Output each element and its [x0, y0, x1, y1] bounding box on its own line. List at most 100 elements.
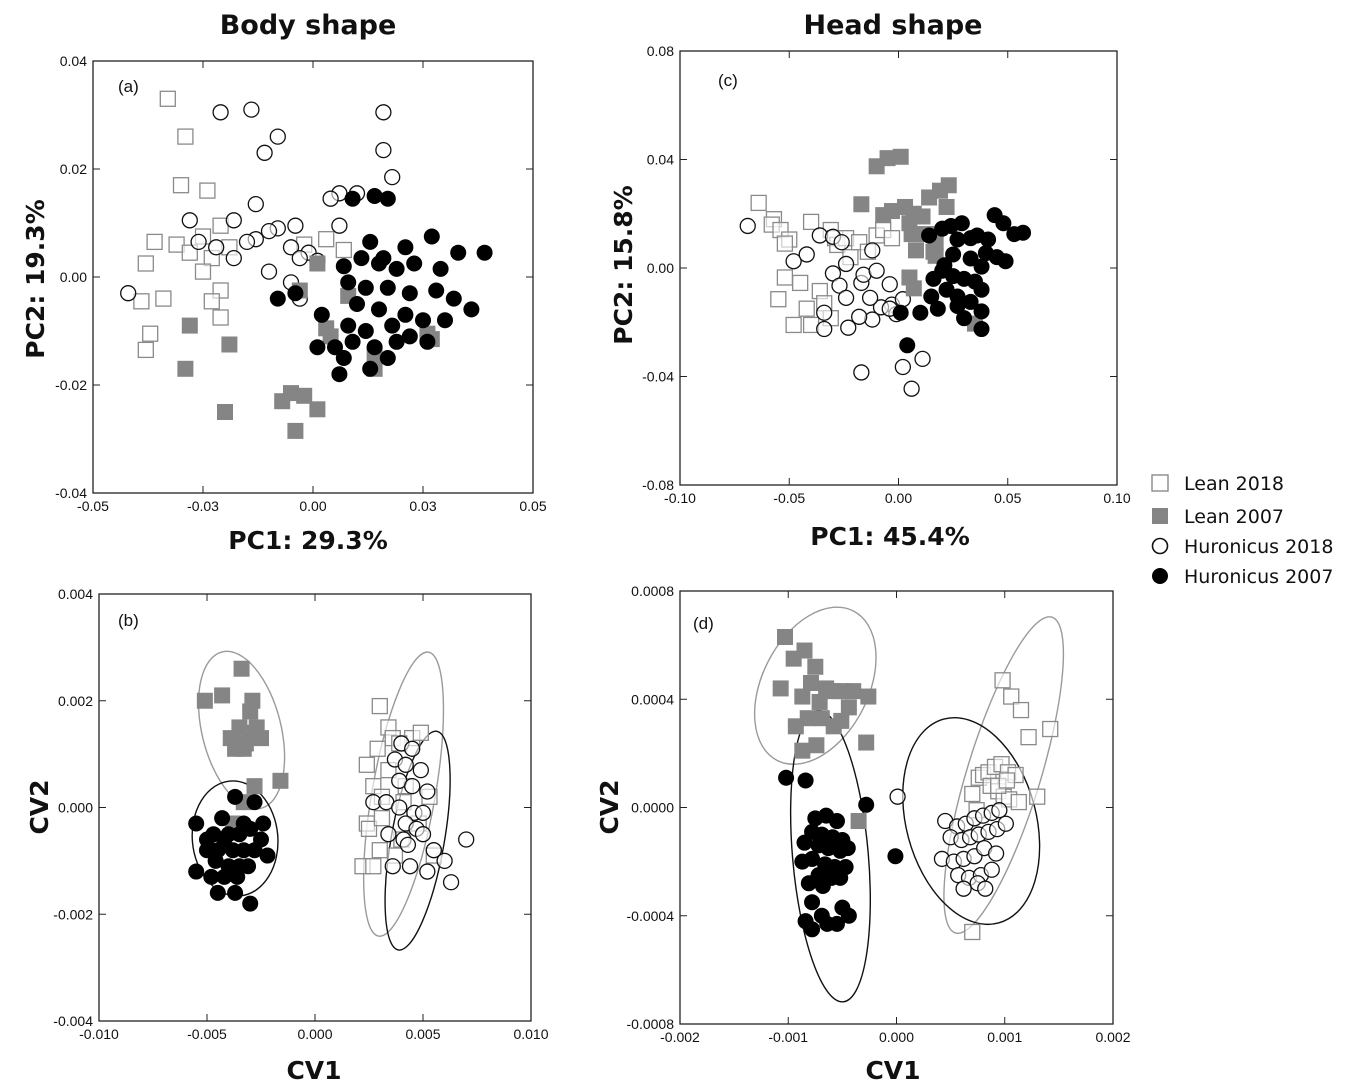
- x-tick-label: 0.00: [299, 498, 326, 514]
- point-lean-2007: [903, 226, 920, 243]
- point-huronicus-2018: [414, 804, 432, 821]
- point-lean-2007: [858, 734, 875, 751]
- point-lean-2007: [309, 255, 326, 272]
- point-lean-2007: [777, 629, 794, 646]
- point-lean-2018: [203, 293, 220, 310]
- point-huronicus-2018: [419, 783, 436, 800]
- point-huronicus-2018: [833, 234, 850, 251]
- point-lean-2007: [274, 393, 291, 410]
- point-huronicus-2007: [956, 310, 973, 327]
- point-huronicus-2007: [406, 255, 423, 272]
- legend-label: Lean 2007: [1184, 506, 1284, 528]
- x-tick-label: 0.00: [885, 490, 912, 506]
- point-huronicus-2018: [977, 880, 994, 897]
- point-lean-2018: [371, 842, 388, 859]
- point-lean-2018: [137, 255, 154, 272]
- point-huronicus-2018: [868, 262, 885, 279]
- panel-d-cva-head: -0.002 -0.001 0.000 0.001 0.002 0.0008 0.0004 0…: [595, 583, 1131, 1085]
- point-lean-2018: [776, 235, 794, 252]
- point-huronicus-2018: [380, 826, 397, 843]
- point-lean-2007: [235, 740, 252, 757]
- point-lean-2018: [1003, 688, 1020, 705]
- point-huronicus-2007: [255, 815, 272, 832]
- y-tick-label: 0.004: [58, 586, 93, 602]
- body-shape-title: Body shape: [220, 10, 397, 41]
- point-huronicus-2018: [864, 311, 881, 328]
- point-huronicus-2007: [227, 788, 244, 805]
- point-huronicus-2007: [227, 884, 244, 901]
- x-tick-label: 0.000: [879, 1029, 914, 1045]
- y-tick-label: -0.08: [642, 477, 674, 493]
- y-tick-label: 0.002: [58, 693, 93, 709]
- point-lean-2018: [199, 182, 216, 199]
- point-huronicus-2007: [949, 231, 966, 248]
- point-huronicus-2018: [458, 831, 475, 848]
- panel-label: (a): [118, 77, 139, 96]
- point-huronicus-2007: [371, 301, 387, 318]
- point-lean-2007: [914, 208, 931, 225]
- x-tick-label: 0.03: [409, 498, 436, 514]
- point-lean-2018: [369, 740, 386, 757]
- point-huronicus-2007: [828, 915, 845, 932]
- point-huronicus-2007: [445, 290, 462, 307]
- point-huronicus-2007: [379, 190, 396, 207]
- point-huronicus-2007: [216, 868, 233, 885]
- legend-marker-lean-2018: [1151, 474, 1169, 492]
- point-lean-2007: [181, 317, 198, 334]
- point-huronicus-2007: [188, 863, 205, 880]
- point-huronicus-2007: [995, 215, 1012, 232]
- confidence-ellipse-lean2007: [197, 650, 286, 810]
- point-huronicus-2018: [375, 141, 392, 159]
- y-axis-title: CV2: [25, 779, 54, 834]
- point-huronicus-2018: [414, 826, 432, 843]
- x-tick-label: -0.005: [187, 1026, 227, 1042]
- legend-label: Lean 2018: [1184, 473, 1284, 495]
- point-lean-2018: [155, 290, 172, 307]
- point-lean-2007: [938, 198, 955, 215]
- point-lean-2018: [371, 697, 388, 715]
- point-huronicus-2007: [820, 840, 837, 857]
- x-tick-label: -0.001: [768, 1029, 808, 1045]
- point-huronicus-2007: [269, 290, 286, 307]
- x-tick-label: 0.010: [513, 1026, 548, 1042]
- point-huronicus-2007: [214, 810, 231, 827]
- point-lean-2018: [883, 230, 901, 247]
- x-tick-label: 0.05: [994, 490, 1021, 506]
- point-lean-2007: [807, 658, 824, 675]
- point-huronicus-2007: [199, 831, 215, 848]
- point-huronicus-2007: [925, 270, 942, 287]
- point-huronicus-2007: [921, 227, 938, 244]
- point-lean-2018: [137, 341, 154, 359]
- point-huronicus-2007: [349, 296, 365, 312]
- point-huronicus-2018: [837, 289, 855, 306]
- point-huronicus-2007: [423, 228, 440, 245]
- point-huronicus-2007: [962, 293, 979, 310]
- point-lean-2007: [853, 196, 870, 213]
- point-huronicus-2007: [936, 257, 953, 274]
- point-huronicus-2018: [412, 761, 429, 779]
- panel-label: (d): [693, 614, 714, 633]
- point-huronicus-2007: [203, 868, 220, 885]
- point-huronicus-2018: [881, 276, 898, 293]
- legend-marker-lean-2007: [1152, 508, 1168, 524]
- point-huronicus-2007: [1015, 224, 1032, 241]
- point-lean-2018: [1012, 701, 1030, 719]
- point-lean-2007: [845, 683, 862, 700]
- point-huronicus-2018: [816, 304, 833, 321]
- point-huronicus-2007: [858, 796, 875, 813]
- point-lean-2018: [365, 858, 382, 875]
- point-huronicus-2018: [291, 249, 308, 267]
- point-lean-2018: [1010, 793, 1027, 811]
- y-tick-label: -0.0008: [627, 1016, 675, 1032]
- point-lean-2007: [833, 712, 850, 729]
- point-huronicus-2007: [388, 260, 405, 277]
- y-tick-label: -0.04: [642, 369, 674, 385]
- panel-label: (b): [118, 611, 139, 630]
- x-tick-label: 0.001: [987, 1029, 1022, 1045]
- point-huronicus-2018: [331, 217, 348, 234]
- point-huronicus-2007: [209, 884, 226, 901]
- y-tick-label: -0.002: [53, 906, 93, 922]
- point-lean-2018: [360, 820, 378, 837]
- point-huronicus-2007: [335, 350, 352, 366]
- x-tick-label: -0.10: [664, 490, 696, 506]
